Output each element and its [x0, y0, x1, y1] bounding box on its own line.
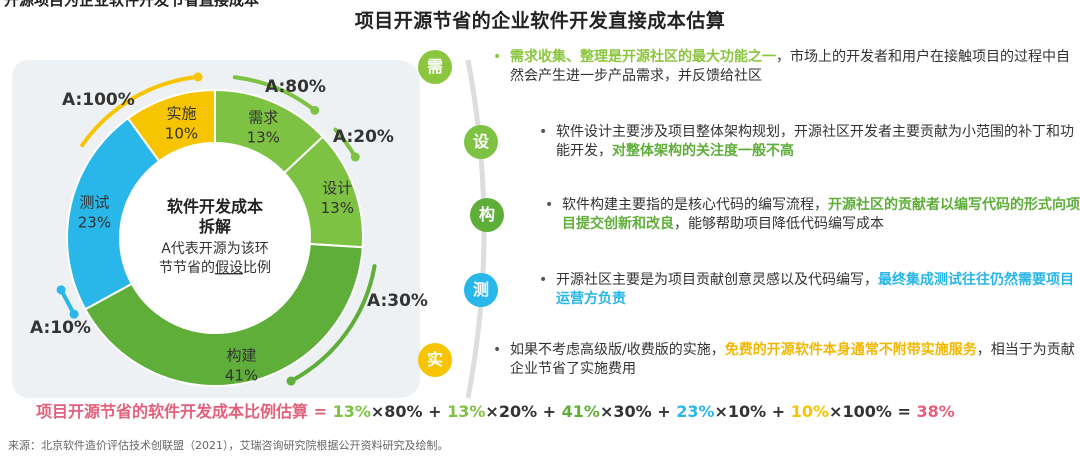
- donut-hole: [121, 144, 309, 332]
- segment-4: [66, 116, 161, 311]
- saving-label-4: A:10%: [30, 318, 91, 338]
- formula-term-pct-1: 13%: [332, 402, 371, 421]
- saving-arc-3: [289, 264, 377, 384]
- stage-text-pre: 开源社区主要是为项目贡献创意灵感以及代码编写，: [556, 272, 878, 288]
- stage-text-4: • 开源社区主要是为项目贡献创意灵感以及代码编写，最终集成测试往往仍然需要项目运营…: [539, 271, 1080, 309]
- stage-text-highlight: 需求收集、整理是开源社区的最大功能之一: [510, 49, 776, 65]
- segment-value-2: 13%: [321, 199, 354, 217]
- segment-name-1: 需求: [248, 108, 278, 126]
- stage-text-post: ，相当于为贡献企业节省了实施费用: [510, 342, 1075, 377]
- formula-term-pct-4: 23%: [676, 402, 715, 421]
- stage-bullet-2: •: [539, 124, 548, 140]
- saving-arc-2-dot: [350, 152, 360, 162]
- segment-value-5: 10%: [165, 124, 198, 142]
- stage-text-pre: 软件设计主要涉及项目整体架构规划，开源社区开发者主要贡献为小范围的补丁和功能开发…: [556, 124, 1074, 159]
- segment-name-4: 测试: [79, 193, 109, 211]
- stage-badge-1: 需: [418, 50, 452, 84]
- formula-operator: +: [766, 402, 791, 421]
- page-title: 项目开源节省的企业软件开发直接成本估算: [354, 10, 726, 32]
- stage-text-5: • 如果不考虑高级版/收费版的实施，免费的开源软件本身通常不附带实施服务，相当于为…: [493, 341, 1080, 379]
- formula-term-mult-1: ×80%: [370, 402, 423, 421]
- saving-arc-5-dot: [193, 72, 203, 82]
- segment-value-1: 13%: [247, 128, 280, 146]
- stage-text-3: • 软件构建主要指的是核心代码的编写流程，开源社区的贡献者以编写代码的形式向项目提…: [545, 196, 1080, 234]
- center-subtitle-line1: A代表开源为该环: [161, 241, 269, 257]
- saving-arc-3-dot: [286, 376, 296, 386]
- stage-text-highlight: 对整体架构的关注度一般不高: [612, 143, 794, 159]
- segment-name-5: 实施: [166, 104, 196, 122]
- saving-arc-1-dot: [310, 105, 320, 115]
- segment-name-2: 设计: [322, 179, 352, 197]
- stage-badge-2: 设: [464, 125, 498, 159]
- segment-value-4: 23%: [78, 213, 111, 231]
- segment-name-3: 构建: [226, 347, 256, 365]
- saving-arc-1: [232, 75, 317, 113]
- formula-operator: +: [651, 402, 677, 421]
- formula-result: 38%: [916, 402, 955, 421]
- formula-term-pct-2: 13%: [447, 402, 486, 421]
- formula-operator: +: [537, 402, 562, 421]
- stage-text-pre: 如果不考虑高级版/收费版的实施，: [510, 342, 725, 358]
- stage-text-1: • 需求收集、整理是开源社区的最大功能之一，市场上的开发者和用户在接触项目的过程中…: [493, 48, 1080, 86]
- stage-bullet-1: •: [493, 49, 502, 65]
- saving-label-3: A:30%: [367, 291, 428, 311]
- stage-text-2: • 软件设计主要涉及项目整体架构规划，开源社区开发者主要贡献为小范围的补丁和功能开…: [539, 123, 1080, 161]
- saving-arc-4-dot: [69, 309, 79, 319]
- segment-3: [83, 242, 364, 387]
- stage-text-highlight: 开源社区的贡献者以编写代码的形式向项目提交创新和改良: [562, 197, 1080, 232]
- formula-term-mult-5: ×100%: [829, 402, 892, 421]
- stage-bullet-4: •: [539, 272, 548, 288]
- saving-arc-5: [80, 74, 201, 148]
- cutoff-heading: 开源项目为企业软件开发节省直接成本: [4, 0, 260, 9]
- stage-text-pre: 软件构建主要指的是核心代码的编写流程，: [562, 197, 828, 213]
- stage-text-post: ，市场上的开发者和用户在接触项目的过程中自然会产生进一步产品需求，并反馈给社区: [510, 49, 1070, 84]
- formula-label: 项目开源节省的软件开发成本比例估算 =: [36, 402, 333, 421]
- formula-operator: +: [422, 402, 448, 421]
- formula-term-pct-3: 41%: [561, 402, 600, 421]
- saving-arc-4: [59, 287, 77, 317]
- stage-text-highlight: 免费的开源软件本身通常不附带实施服务: [724, 342, 977, 358]
- cost-formula: 项目开源节省的软件开发成本比例估算 = 13%×80% + 13%×20% + …: [36, 398, 955, 422]
- center-title-line2: 拆解: [199, 217, 231, 236]
- saving-arc-4-start-dot: [56, 285, 66, 295]
- saving-label-1: A:80%: [265, 77, 326, 97]
- formula-term-mult-4: ×10%: [714, 402, 767, 421]
- formula-term-mult-3: ×30%: [599, 402, 652, 421]
- stage-text-post: ，能够帮助项目降低代码编写成本: [674, 216, 884, 232]
- segment-value-3: 41%: [225, 367, 258, 385]
- stage-bullet-3: •: [545, 197, 554, 213]
- formula-term-mult-2: ×20%: [485, 402, 538, 421]
- stage-badge-3: 构: [470, 198, 504, 232]
- formula-operator: =: [891, 402, 917, 421]
- saving-label-2: A:20%: [333, 127, 394, 147]
- center-subtitle-line2: 节节省的假设比例: [159, 260, 271, 276]
- stage-badge-4: 测: [464, 273, 498, 307]
- center-title-line1: 软件开发成本: [167, 197, 263, 216]
- segment-5: [126, 88, 216, 163]
- stage-badge-5: 实: [418, 343, 452, 377]
- stage-text-highlight: 最终集成测试往往仍然需要项目运营方负责: [556, 272, 1074, 307]
- saving-label-5: A:100%: [62, 90, 135, 110]
- formula-term-pct-5: 10%: [790, 402, 830, 421]
- stage-bullet-5: •: [493, 342, 502, 358]
- source-note: 来源：北京软件造价评估技术创联盟（2021），艾瑞咨询研究院根据公开资料研究及绘…: [8, 439, 449, 452]
